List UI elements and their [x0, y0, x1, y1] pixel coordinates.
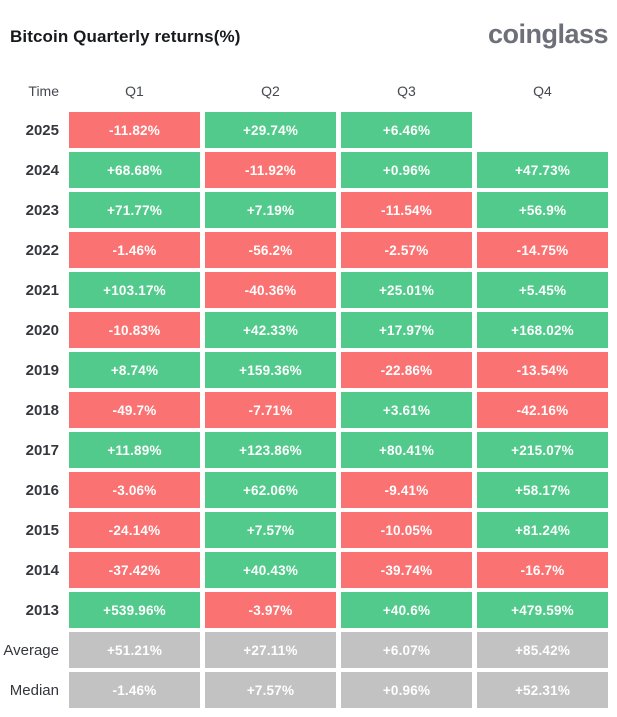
empty-cell [477, 112, 608, 148]
return-cell: -10.83% [69, 312, 200, 348]
return-cell: -11.54% [341, 192, 472, 228]
row-label: 2015 [25, 521, 59, 539]
return-cell: +215.07% [477, 432, 608, 468]
row-label: 2021 [25, 281, 59, 299]
quarter-header-q4: Q4 [533, 83, 552, 99]
return-cell: -1.46% [69, 232, 200, 268]
return-cell: +103.17% [69, 272, 200, 308]
return-cell: -42.16% [477, 392, 608, 428]
return-cell: -16.7% [477, 552, 608, 588]
row-label: 2013 [25, 601, 59, 619]
return-cell: -13.54% [477, 352, 608, 388]
row-label: 2017 [25, 441, 59, 459]
return-cell: +168.02% [477, 312, 608, 348]
return-cell: +81.24% [477, 512, 608, 548]
return-cell: +479.59% [477, 592, 608, 628]
return-cell: +29.74% [205, 112, 336, 148]
return-cell: +7.19% [205, 192, 336, 228]
coinglass-logo: coinglass [487, 19, 609, 49]
quarter-header-q3: Q3 [397, 83, 416, 99]
row-label: Average [3, 641, 59, 659]
return-cell: +25.01% [341, 272, 472, 308]
return-cell: +52.31% [477, 672, 608, 708]
return-cell: +58.17% [477, 472, 608, 508]
return-cell: +123.86% [205, 432, 336, 468]
return-cell: -7.71% [205, 392, 336, 428]
return-cell: -37.42% [69, 552, 200, 588]
row-label: 2016 [25, 481, 59, 499]
return-cell: -22.86% [341, 352, 472, 388]
return-cell: +6.07% [341, 632, 472, 668]
return-cell: +40.43% [205, 552, 336, 588]
return-cell: +62.06% [205, 472, 336, 508]
return-cell: -56.2% [205, 232, 336, 268]
return-cell: -3.97% [205, 592, 336, 628]
return-cell: -24.14% [69, 512, 200, 548]
return-cell: +7.57% [205, 512, 336, 548]
time-column-header: Time [28, 83, 59, 99]
return-cell: +68.68% [69, 152, 200, 188]
return-cell: +0.96% [341, 672, 472, 708]
row-label: 2023 [25, 201, 59, 219]
row-label: 2025 [25, 121, 59, 139]
column-header-row: Time Q1 Q2 Q3 Q4 [0, 81, 608, 101]
return-cell: +27.11% [205, 632, 336, 668]
return-cell: +80.41% [341, 432, 472, 468]
return-cell: +6.46% [341, 112, 472, 148]
return-cell: +42.33% [205, 312, 336, 348]
return-cell: -49.7% [69, 392, 200, 428]
return-cell: +56.9% [477, 192, 608, 228]
return-cell: -10.05% [341, 512, 472, 548]
return-cell: +8.74% [69, 352, 200, 388]
return-cell: -11.82% [69, 112, 200, 148]
return-cell: +3.61% [341, 392, 472, 428]
row-label: 2024 [25, 161, 59, 179]
row-label: 2022 [25, 241, 59, 259]
row-label: 2014 [25, 561, 59, 579]
return-cell: +0.96% [341, 152, 472, 188]
widget-header: Bitcoin Quarterly returns(%) coinglass [10, 19, 609, 59]
return-cell: +539.96% [69, 592, 200, 628]
return-cell: +11.89% [69, 432, 200, 468]
row-label: 2019 [25, 361, 59, 379]
return-cell: -39.74% [341, 552, 472, 588]
row-label: 2018 [25, 401, 59, 419]
returns-heatmap: 2025 -11.82% +29.74% +6.46% 2024 +68.68% -11.9… [0, 112, 608, 708]
quarter-header-q2: Q2 [261, 83, 280, 99]
return-cell: +40.6% [341, 592, 472, 628]
return-cell: -3.06% [69, 472, 200, 508]
return-cell: +5.45% [477, 272, 608, 308]
return-cell: +7.57% [205, 672, 336, 708]
return-cell: +71.77% [69, 192, 200, 228]
return-cell: -1.46% [69, 672, 200, 708]
quarter-header-q1: Q1 [125, 83, 144, 99]
return-cell: +85.42% [477, 632, 608, 668]
return-cell: +159.36% [205, 352, 336, 388]
row-label: 2020 [25, 321, 59, 339]
return-cell: +51.21% [69, 632, 200, 668]
return-cell: -40.36% [205, 272, 336, 308]
return-cell: -11.92% [205, 152, 336, 188]
return-cell: -2.57% [341, 232, 472, 268]
return-cell: -9.41% [341, 472, 472, 508]
return-cell: -14.75% [477, 232, 608, 268]
row-label: Median [9, 681, 59, 699]
page-title: Bitcoin Quarterly returns(%) [10, 27, 241, 46]
return-cell: +17.97% [341, 312, 472, 348]
return-cell: +47.73% [477, 152, 608, 188]
